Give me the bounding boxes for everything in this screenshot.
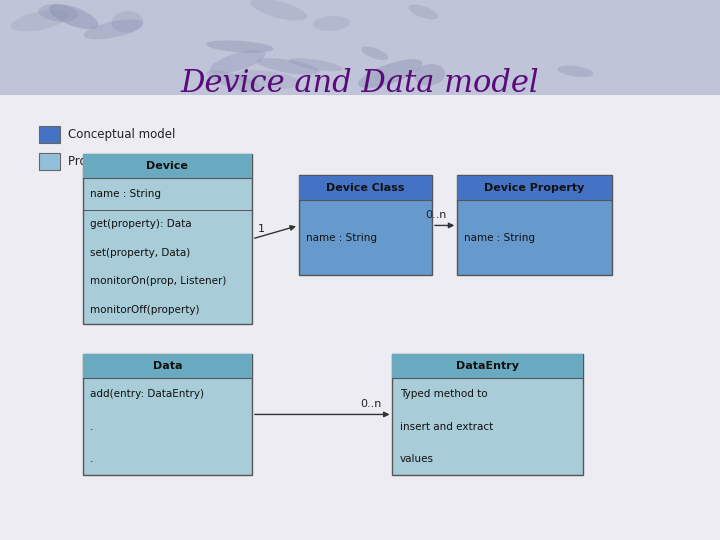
Text: values: values	[400, 454, 433, 464]
Text: 0..n: 0..n	[360, 399, 382, 409]
Bar	[392, 354, 583, 378]
Bar	[457, 176, 612, 275]
Text: monitorOff(property): monitorOff(property)	[90, 305, 199, 315]
Bar	[299, 176, 432, 200]
Ellipse shape	[206, 40, 274, 53]
Ellipse shape	[39, 4, 78, 22]
Text: Device and Data model: Device and Data model	[181, 68, 539, 99]
Ellipse shape	[313, 16, 350, 31]
Text: Typed method to: Typed method to	[400, 389, 487, 399]
Text: Device Property: Device Property	[485, 183, 585, 193]
Bar	[83, 154, 252, 324]
Text: set(property, Data): set(property, Data)	[90, 248, 190, 258]
Bar	[299, 176, 432, 275]
Text: Data: Data	[153, 361, 182, 371]
Ellipse shape	[84, 19, 143, 39]
Text: Device: Device	[146, 161, 189, 171]
Ellipse shape	[112, 11, 143, 33]
Ellipse shape	[250, 0, 307, 21]
Text: .: .	[90, 422, 94, 431]
Text: name : String: name : String	[90, 189, 161, 199]
Bar	[83, 354, 252, 378]
Ellipse shape	[256, 58, 320, 75]
Text: 1: 1	[258, 224, 265, 233]
Ellipse shape	[408, 4, 438, 19]
Bar	[83, 154, 252, 178]
Text: insert and extract: insert and extract	[400, 422, 493, 431]
Ellipse shape	[11, 10, 68, 31]
Ellipse shape	[414, 64, 445, 86]
Ellipse shape	[361, 46, 388, 60]
Ellipse shape	[210, 50, 266, 73]
Ellipse shape	[49, 4, 99, 29]
Text: Device Class: Device Class	[326, 183, 405, 193]
FancyBboxPatch shape	[39, 153, 60, 170]
Text: add(entry: DataEntry): add(entry: DataEntry)	[90, 389, 204, 399]
Bar	[0, 0, 720, 94]
Text: Conceptual model: Conceptual model	[68, 128, 176, 141]
Text: name : String: name : String	[464, 233, 536, 242]
Text: DataEntry: DataEntry	[456, 361, 519, 371]
Ellipse shape	[235, 70, 301, 89]
Bar	[83, 354, 252, 475]
Text: get(property): Data: get(property): Data	[90, 219, 192, 230]
Text: monitorOn(prop, Listener): monitorOn(prop, Listener)	[90, 276, 226, 286]
Bar	[0, 94, 720, 540]
Ellipse shape	[206, 70, 261, 92]
Ellipse shape	[358, 59, 423, 88]
Bar	[392, 354, 583, 475]
Text: name : String: name : String	[306, 233, 377, 242]
Bar	[457, 176, 612, 200]
Ellipse shape	[289, 58, 343, 71]
Text: Programming model: Programming model	[68, 155, 189, 168]
Text: .: .	[90, 454, 94, 464]
Text: 0..n: 0..n	[425, 210, 446, 220]
Ellipse shape	[557, 65, 593, 77]
FancyBboxPatch shape	[39, 126, 60, 143]
